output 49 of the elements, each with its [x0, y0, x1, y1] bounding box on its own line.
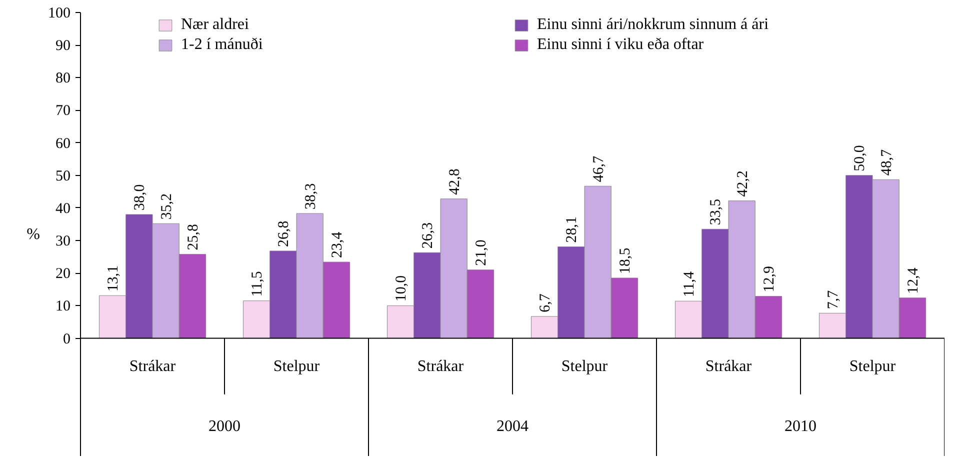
data-label: 48,7	[878, 148, 895, 176]
x-tick-label: Strákar	[417, 358, 464, 375]
data-label: 12,9	[761, 266, 778, 292]
y-tick-label: 100	[48, 6, 70, 22]
data-label: 11,5	[250, 271, 266, 297]
legend-label: 1-2 í mánuði	[181, 36, 264, 54]
legend-label: Einu sinni ári/nokkrum sinnum á ári	[537, 16, 770, 34]
data-label: 7,7	[826, 290, 842, 310]
data-label: 26,8	[276, 220, 292, 247]
x-tick-label: Strákar	[129, 358, 176, 375]
data-label: 50,0	[852, 145, 868, 172]
data-label: 23,4	[329, 231, 346, 258]
data-label: 11,4	[682, 270, 698, 298]
legend-label: Nær aldrei	[181, 16, 250, 34]
data-label: 46,7	[590, 155, 607, 182]
text: 2004	[496, 418, 528, 435]
y-tick-label: 0	[63, 331, 70, 348]
x-tick-label: Stelpur	[273, 358, 320, 375]
x-tick-label: Stelpur	[561, 358, 608, 375]
x-tick-label: Strákar	[705, 358, 752, 375]
text: 2010	[784, 418, 816, 435]
data-label: 6,7	[538, 293, 554, 312]
y-axis-title: %	[26, 226, 40, 243]
data-label: 38,0	[132, 184, 148, 210]
data-label: 25,8	[185, 224, 202, 250]
data-label: 28,1	[564, 216, 580, 243]
data-label: 35,2	[158, 193, 175, 220]
data-label: 13,1	[106, 265, 122, 292]
y-tick-label: 70	[56, 103, 70, 120]
data-label: 42,2	[734, 170, 751, 197]
data-label: 18,5	[617, 248, 634, 274]
data-label: 12,4	[905, 267, 922, 294]
x-tick-label: Stelpur	[849, 358, 896, 375]
legend-label: Einu sinni í viku eða oftar	[537, 36, 705, 54]
text: 2000	[208, 418, 240, 435]
y-tick-label: 90	[56, 38, 70, 54]
y-tick-label: 50	[56, 168, 70, 184]
data-label: 10,0	[394, 275, 410, 302]
y-tick-label: 10	[56, 298, 70, 315]
y-tick-label: 30	[56, 234, 70, 250]
data-label: 21,0	[473, 240, 490, 266]
y-tick-label: 40	[56, 200, 70, 217]
y-tick-label: 20	[56, 266, 70, 282]
y-tick-label: 80	[56, 70, 70, 87]
data-label: 33,5	[708, 198, 724, 226]
data-label: 26,3	[420, 222, 436, 249]
y-tick-label: 60	[56, 136, 70, 152]
data-label: 38,3	[302, 183, 319, 210]
data-label: 42,8	[446, 168, 463, 195]
